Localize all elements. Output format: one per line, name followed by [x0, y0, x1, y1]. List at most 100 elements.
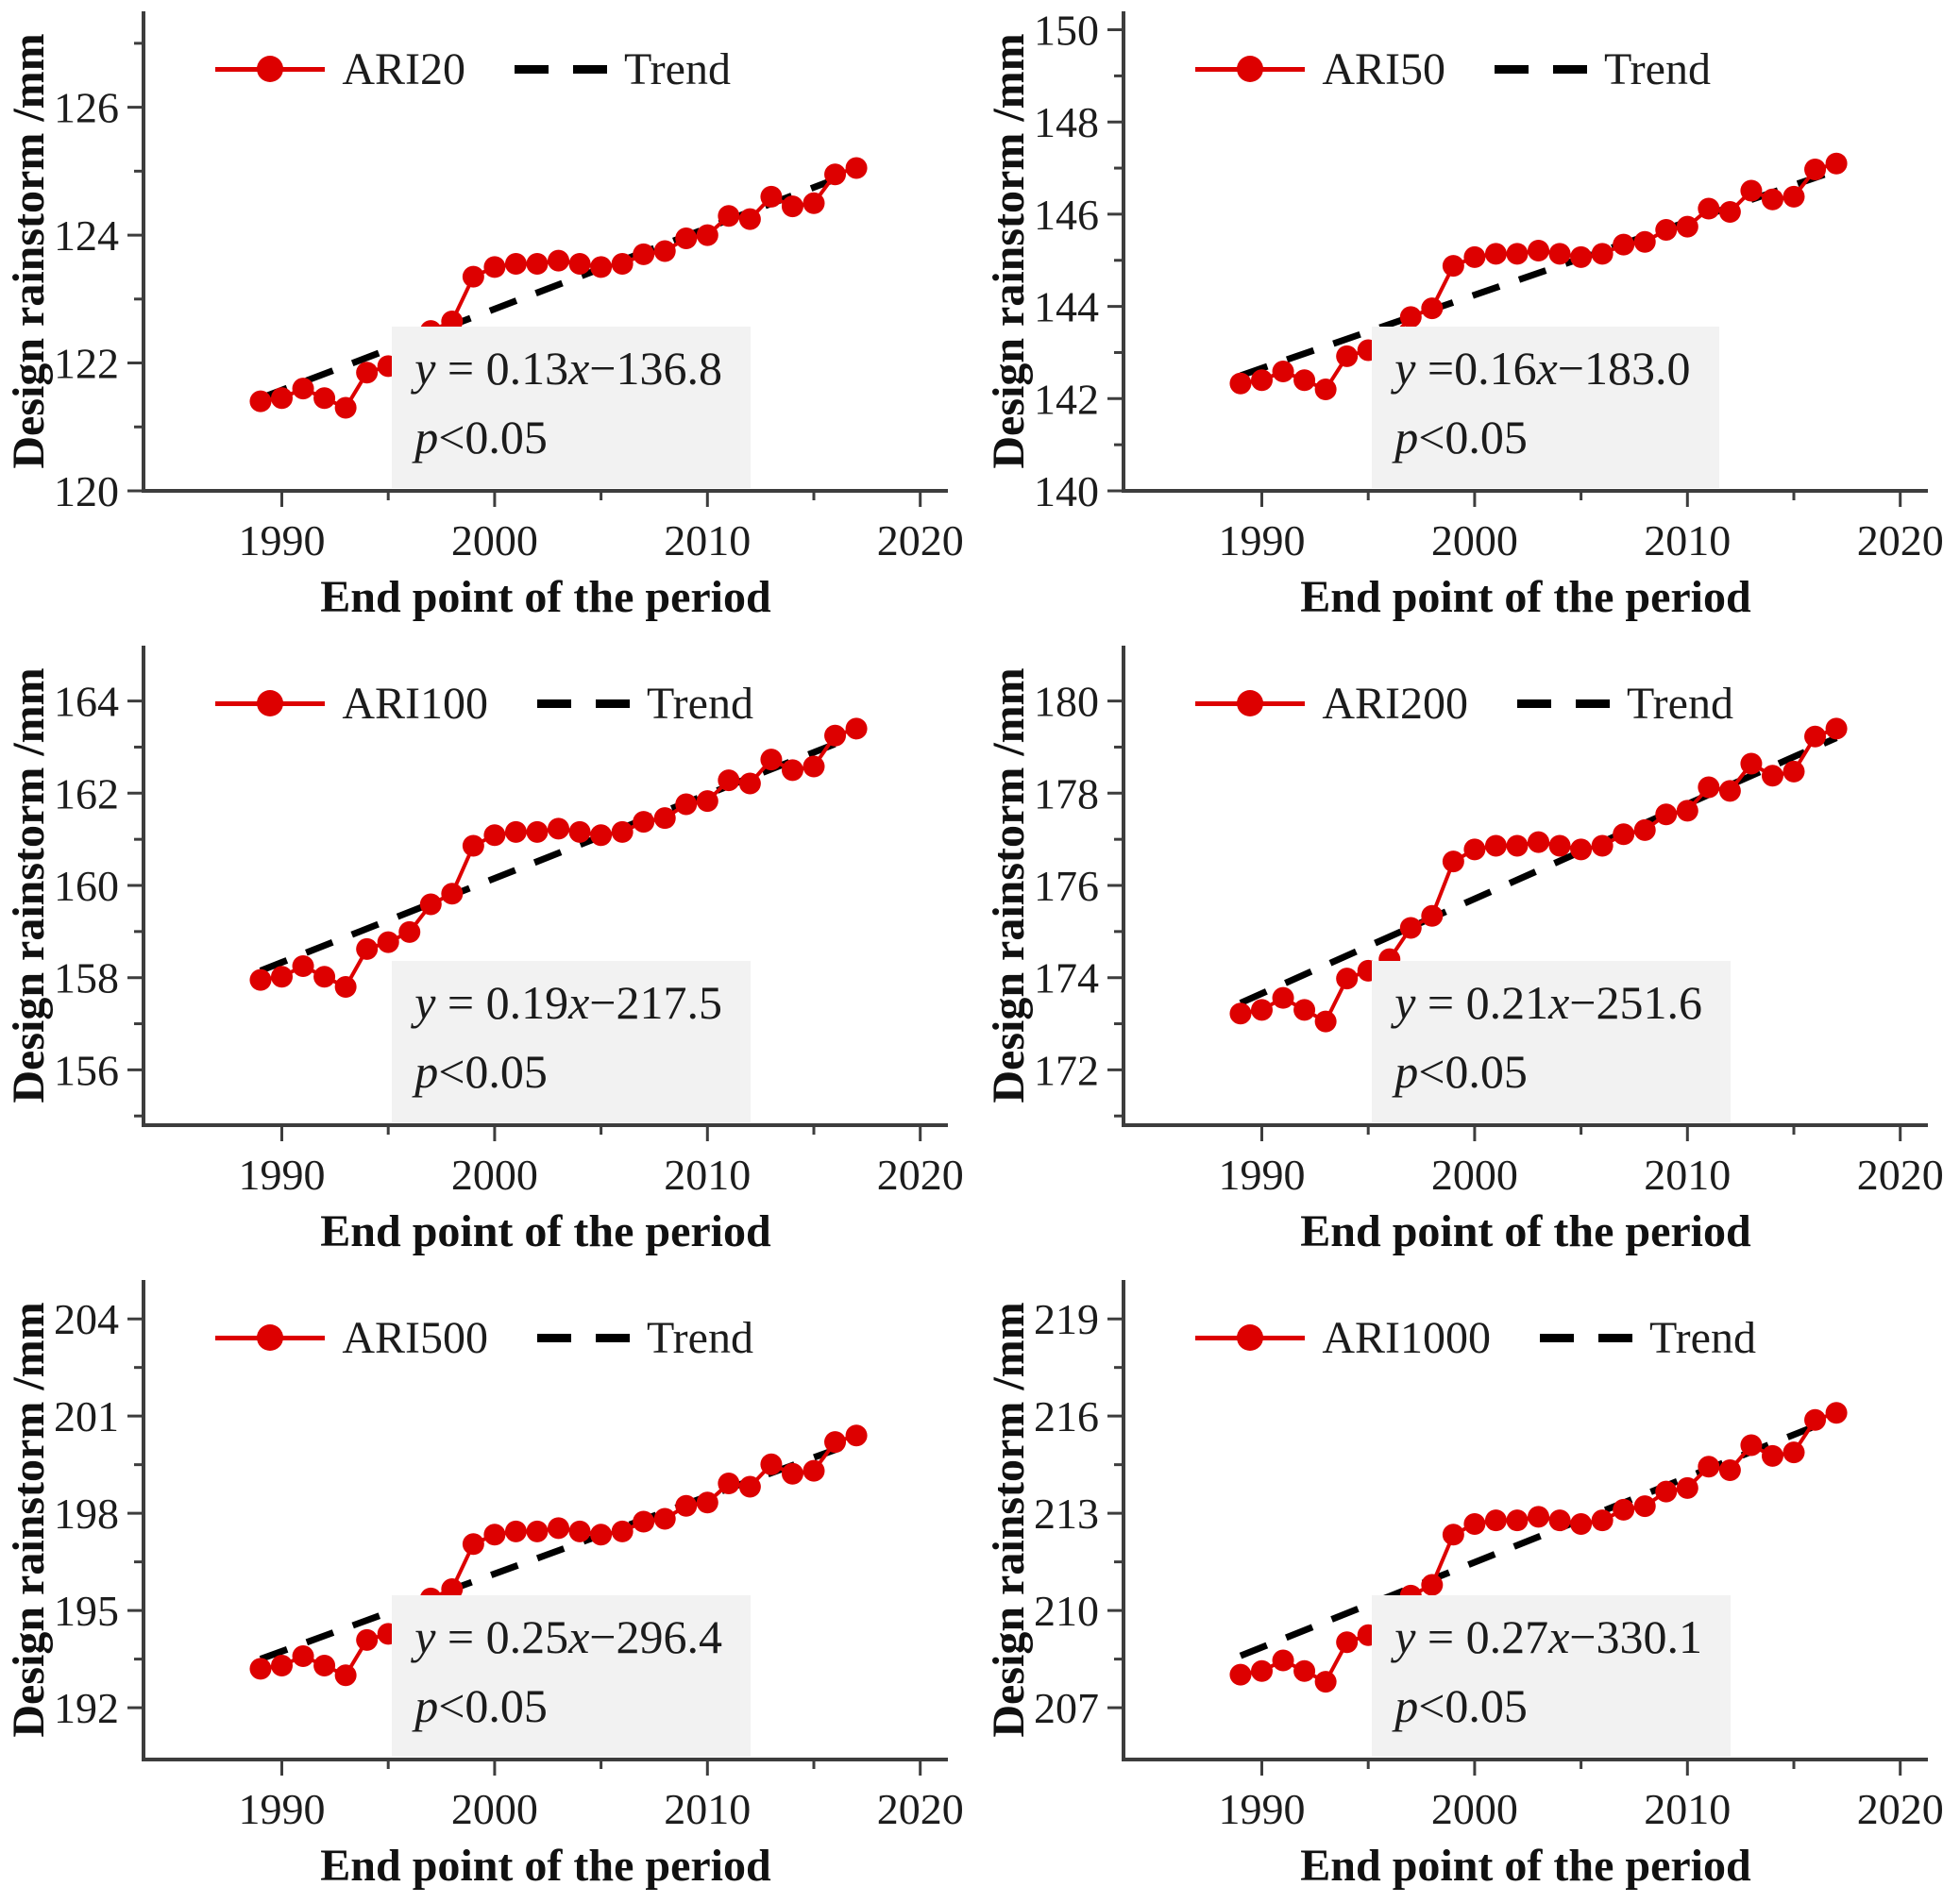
y-tick-label: 216: [1034, 1392, 1099, 1440]
data-point: [292, 1645, 314, 1668]
y-tick-label: 144: [1034, 283, 1099, 331]
legend-series-marker: [1195, 689, 1306, 716]
y-tick-label: 201: [54, 1392, 119, 1440]
data-point: [398, 920, 421, 943]
data-point: [356, 1628, 379, 1651]
data-point: [824, 1431, 847, 1454]
data-point: [1591, 243, 1614, 265]
axes: [1122, 646, 1928, 1127]
data-point: [334, 1664, 357, 1687]
axes: [142, 646, 948, 1127]
legend-trend-marker: [537, 1333, 631, 1342]
y-tick-label: 158: [54, 954, 119, 1002]
legend-trend-marker: [1495, 64, 1588, 74]
legend-trend-label: Trend: [1649, 1312, 1756, 1363]
y-tick-label: 164: [54, 678, 119, 726]
legend: ARI100 Trend: [215, 674, 753, 733]
data-point: [1399, 917, 1422, 939]
data-point: [1548, 243, 1571, 265]
x-axis-title: End point of the period: [1300, 572, 1751, 622]
y-tick-label: 148: [1034, 98, 1099, 146]
data-point: [1251, 1659, 1274, 1682]
data-point: [1633, 230, 1656, 253]
data-point: [1698, 197, 1720, 220]
p-value-text: p<0.05: [1394, 1678, 1528, 1732]
equation-box: y = 0.13x−136.8 p<0.05: [392, 327, 751, 489]
p-value-text: p<0.05: [414, 1678, 548, 1732]
trend-line: [1239, 1414, 1838, 1659]
legend-trend-label: Trend: [1627, 678, 1733, 729]
data-point: [271, 966, 294, 988]
data-point: [271, 387, 294, 410]
data-point: [590, 1524, 613, 1546]
chart-canvas-3: 1990 2000 2010 2020 156 158 160 162 164 End point…: [4, 646, 964, 1256]
p-value-text: p<0.05: [1394, 1044, 1528, 1098]
data-point: [1633, 818, 1656, 841]
data-point: [1655, 803, 1678, 826]
data-point: [1528, 831, 1550, 853]
data-point: [803, 755, 825, 778]
data-point: [1421, 297, 1444, 320]
data-point: [419, 893, 442, 916]
x-tick-label: 2010: [1644, 1151, 1731, 1199]
legend-trend-marker: [515, 64, 608, 74]
data-point: [271, 1654, 294, 1676]
legend-series-dot: [257, 689, 284, 716]
legend-series-dot: [257, 55, 284, 82]
data-point: [781, 759, 803, 782]
data-point: [738, 1475, 761, 1498]
data-point: [568, 253, 591, 276]
data-point: [1613, 823, 1635, 846]
data-point: [738, 772, 761, 795]
data-point: [483, 256, 506, 278]
y-tick-label: 172: [1034, 1046, 1099, 1094]
data-point: [1676, 1476, 1698, 1499]
y-tick-label: 150: [1034, 7, 1099, 55]
axes: [142, 1280, 948, 1761]
x-tick-label: 1990: [239, 1151, 326, 1199]
data-point: [548, 249, 570, 272]
x-tick-label: 2020: [1857, 1151, 1944, 1199]
data-point: [526, 820, 549, 843]
data-point: [313, 966, 336, 988]
legend-series-label: ARI200: [1322, 678, 1469, 729]
x-tick-label: 2010: [1644, 516, 1731, 564]
legend-trend-dash: [596, 699, 631, 708]
data-point: [1251, 369, 1274, 392]
data-point: [504, 253, 527, 276]
y-tick-label: 146: [1034, 191, 1099, 239]
data-point: [633, 811, 655, 834]
x-axis-title: End point of the period: [1300, 1841, 1751, 1891]
y-axis-title: Design rainstorm /mm: [984, 33, 1034, 468]
data-point: [1570, 245, 1593, 268]
data-point: [1698, 1456, 1720, 1478]
equation-box: y = 0.25x−296.4 p<0.05: [392, 1595, 751, 1758]
legend-trend-marker: [1517, 699, 1611, 708]
data-point: [1613, 1498, 1635, 1521]
data-point: [696, 224, 718, 246]
data-point: [1783, 185, 1805, 208]
data-point: [696, 790, 718, 813]
equation-text: y = 0.27x−330.1: [1394, 1610, 1702, 1664]
equation-text: y = 0.21x−251.6: [1394, 976, 1702, 1030]
y-tick-label: 207: [1034, 1684, 1099, 1732]
x-tick-label: 1990: [239, 516, 326, 564]
data-point: [1825, 152, 1848, 175]
data-point: [483, 1524, 506, 1546]
data-point: [292, 954, 314, 977]
data-point: [1528, 1506, 1550, 1528]
data-point: [1463, 838, 1486, 861]
y-axis-title: Design rainstorm /mm: [984, 667, 1034, 1103]
x-tick-label: 1990: [1219, 516, 1306, 564]
data-point: [760, 749, 783, 771]
y-tick-label: 213: [1034, 1490, 1099, 1538]
data-point: [249, 390, 272, 413]
data-point: [1718, 1458, 1741, 1481]
data-point: [1761, 765, 1783, 787]
equation-box: y =0.16x−183.0 p<0.05: [1372, 327, 1719, 489]
data-point: [1740, 179, 1763, 202]
data-point: [1570, 1512, 1593, 1535]
equation-text: y =0.16x−183.0: [1394, 342, 1691, 396]
legend-trend-marker: [537, 699, 631, 708]
